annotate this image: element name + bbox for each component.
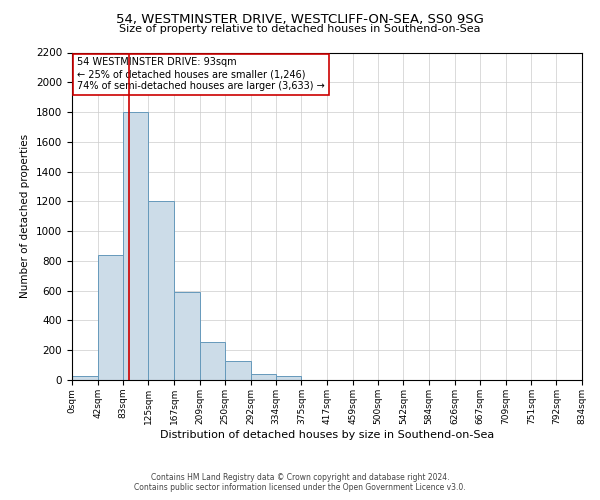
Bar (225, 362, 251, 380)
Bar (276, 376, 301, 380)
Bar (148, 202, 174, 380)
Text: Contains HM Land Registry data © Crown copyright and database right 2024.
Contai: Contains HM Land Registry data © Crown c… (134, 473, 466, 492)
Bar (72, 376, 98, 380)
Text: 54, WESTMINSTER DRIVE, WESTCLIFF-ON-SEA, SS0 9SG: 54, WESTMINSTER DRIVE, WESTCLIFF-ON-SEA,… (116, 12, 484, 26)
Bar (251, 374, 276, 380)
Text: Size of property relative to detached houses in Southend-on-Sea: Size of property relative to detached ho… (119, 24, 481, 34)
Bar (98, 255, 123, 380)
Y-axis label: Number of detached properties: Number of detached properties (20, 134, 31, 298)
Bar (174, 292, 200, 380)
X-axis label: Distribution of detached houses by size in Southend-on-Sea: Distribution of detached houses by size … (160, 430, 494, 440)
Text: 54 WESTMINSTER DRIVE: 93sqm
← 25% of detached houses are smaller (1,246)
74% of : 54 WESTMINSTER DRIVE: 93sqm ← 25% of det… (77, 58, 325, 90)
Bar (200, 342, 225, 380)
Bar (123, 112, 148, 380)
